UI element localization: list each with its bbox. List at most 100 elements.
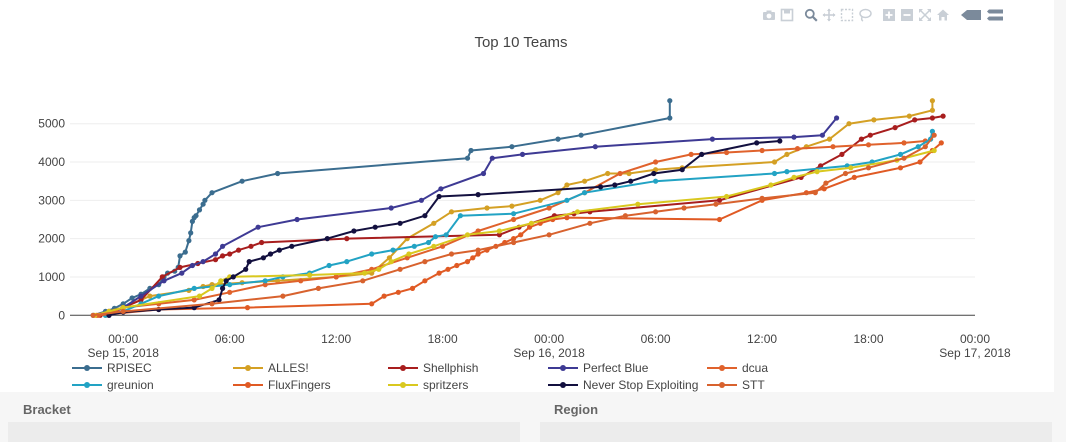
data-point[interactable] [422,213,428,219]
data-point[interactable] [821,186,827,192]
series-stt[interactable] [90,132,937,318]
data-point[interactable] [196,293,203,299]
data-point[interactable] [839,151,845,157]
data-point[interactable] [518,232,524,238]
data-point[interactable] [324,236,330,242]
data-point[interactable] [202,197,208,203]
data-point[interactable] [699,151,705,157]
data-point[interactable] [216,297,222,303]
data-point[interactable] [243,266,249,272]
data-point[interactable] [418,197,424,203]
data-point[interactable] [298,278,304,284]
series-never-stop-exploiting[interactable] [106,138,783,318]
data-point[interactable] [344,259,350,265]
data-point[interactable] [464,232,471,238]
data-point[interactable] [605,170,611,177]
data-point[interactable] [716,216,723,223]
data-point[interactable] [200,259,206,265]
data-point[interactable] [901,140,907,146]
data-point[interactable] [376,266,382,272]
data-point[interactable] [681,205,687,211]
series-line[interactable] [105,131,934,317]
data-point[interactable] [436,270,442,276]
data-point[interactable] [938,140,944,146]
data-point[interactable] [409,285,416,291]
data-point[interactable] [679,167,685,173]
data-point[interactable] [422,259,428,265]
zoom-in-icon[interactable] [880,6,898,24]
data-point[interactable] [564,182,570,188]
data-point[interactable] [369,301,375,307]
data-point[interactable] [422,278,428,284]
data-point[interactable] [193,213,199,219]
data-point[interactable] [651,170,657,177]
data-point[interactable] [315,285,321,291]
data-point[interactable] [220,243,226,249]
zoom-icon[interactable] [802,6,820,24]
data-point[interactable] [892,125,898,131]
data-point[interactable] [929,115,936,121]
data-point[interactable] [280,293,286,299]
data-point[interactable] [915,144,921,150]
data-point[interactable] [818,163,824,169]
data-point[interactable] [819,132,826,138]
data-point[interactable] [186,238,192,244]
data-point[interactable] [754,140,760,146]
data-point[interactable] [622,213,629,219]
data-point[interactable] [519,151,526,157]
data-point[interactable] [236,247,242,253]
data-point[interactable] [227,289,233,295]
data-point[interactable] [709,136,716,142]
data-point[interactable] [209,190,215,196]
home-icon[interactable] [934,6,952,24]
data-point[interactable] [259,239,265,246]
data-point[interactable] [784,169,790,175]
data-point[interactable] [475,228,481,234]
data-point[interactable] [191,285,197,291]
data-point[interactable] [406,251,412,257]
data-point[interactable] [177,264,183,270]
data-point[interactable] [480,170,487,177]
data-point[interactable] [196,207,203,213]
data-point[interactable] [220,253,226,259]
data-point[interactable] [929,107,936,113]
data-point[interactable] [161,278,167,284]
data-point[interactable] [871,117,877,123]
data-point[interactable] [267,251,274,257]
data-point[interactable] [147,293,153,299]
data-point[interactable] [578,132,584,138]
series-line[interactable] [96,140,926,317]
data-point[interactable] [260,255,266,261]
data-point[interactable] [510,236,517,242]
data-point[interactable] [120,305,126,311]
series-line[interactable] [108,117,838,317]
data-point[interactable] [635,201,641,207]
zoom-out-icon[interactable] [898,6,916,24]
legend-item[interactable]: FluxFingers [233,378,331,392]
data-point[interactable] [653,209,659,215]
data-point[interactable] [628,178,634,184]
data-point[interactable] [457,213,463,219]
data-point[interactable] [360,278,366,284]
data-point[interactable] [239,178,245,184]
data-point[interactable] [897,165,904,171]
data-point[interactable] [294,216,300,223]
data-point[interactable] [496,232,502,238]
data-point[interactable] [223,278,229,284]
data-point[interactable] [931,132,937,138]
data-point[interactable] [510,239,517,246]
data-point[interactable] [587,220,593,226]
data-point[interactable] [475,247,481,253]
data-point[interactable] [834,115,840,121]
data-point[interactable] [262,282,268,288]
data-point[interactable] [372,224,378,230]
data-point[interactable] [188,230,194,236]
data-point[interactable] [510,216,517,223]
data-point[interactable] [177,253,183,259]
data-point[interactable] [897,151,904,157]
save-icon[interactable] [778,6,796,24]
series-line[interactable] [94,149,935,317]
data-point[interactable] [814,169,820,175]
data-point[interactable] [667,98,673,104]
data-point[interactable] [931,147,937,154]
